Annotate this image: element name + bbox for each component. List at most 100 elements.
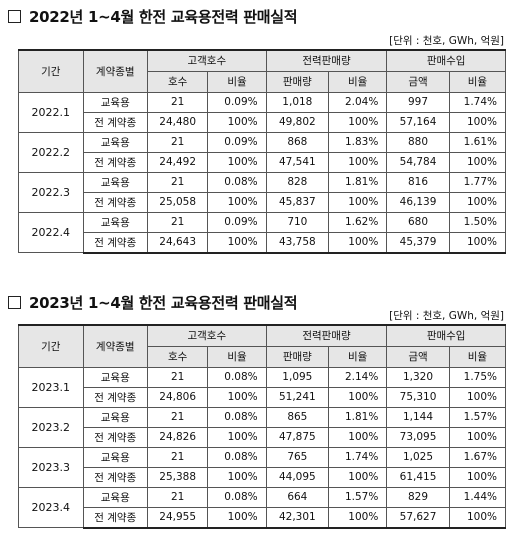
amount-ratio-cell: 100%	[448, 426, 507, 448]
header-customers: 고객호수	[147, 324, 267, 347]
cust-count-cell: 24,492	[146, 151, 209, 173]
amount-ratio-cell: 100%	[448, 191, 507, 213]
cust-ratio-cell: 100%	[207, 386, 267, 408]
period-cell: 2023.3	[18, 446, 84, 488]
subheader-cust-count: 호수	[146, 70, 209, 93]
table-row: 전 계약종 25,058 100% 45,837 100% 46,139 100…	[19, 191, 507, 213]
contract-type-cell: 전 계약종	[82, 231, 148, 254]
table-row: 전 계약종 24,826 100% 47,875 100% 73,095 100…	[19, 426, 507, 448]
cust-count-cell: 21	[146, 211, 209, 233]
header-period: 기간	[18, 324, 84, 368]
cust-ratio-cell: 0.09%	[207, 131, 267, 153]
volume-cell: 865	[265, 406, 330, 428]
contract-type-cell: 전 계약종	[82, 151, 148, 173]
volume-ratio-cell: 1.62%	[328, 211, 388, 233]
header-contract: 계약종별	[82, 49, 148, 93]
cust-count-cell: 21	[146, 131, 209, 153]
volume-ratio-cell: 1.74%	[328, 446, 388, 468]
cust-ratio-cell: 0.08%	[207, 406, 267, 428]
cust-ratio-cell: 100%	[207, 426, 267, 448]
table-row: 2022.2 교육용 21 0.09% 868 1.83% 880 1.61%	[18, 131, 507, 173]
table-row: 2022.1 교육용 21 0.09% 1,018 2.04% 997 1.74…	[18, 91, 507, 133]
volume-cell: 42,301	[265, 506, 330, 529]
period-cell: 2023.2	[18, 406, 84, 448]
section-title-text: 2022년 1~4월 한전 교육용전력 판매실적	[29, 8, 298, 26]
cust-count-cell: 25,388	[146, 466, 209, 488]
amount-cell: 45,379	[386, 231, 450, 254]
subheader-ratio: 비율	[328, 345, 388, 368]
amount-cell: 54,784	[386, 151, 450, 173]
period-cell: 2023.1	[18, 366, 84, 408]
cust-count-cell: 24,955	[146, 506, 209, 529]
contract-type-cell: 교육용	[82, 366, 148, 388]
amount-cell: 61,415	[386, 466, 450, 488]
volume-ratio-cell: 100%	[328, 506, 388, 529]
amount-cell: 829	[386, 486, 450, 508]
contract-type-cell: 교육용	[82, 131, 148, 153]
contract-type-cell: 전 계약종	[82, 191, 148, 213]
amount-cell: 1,025	[386, 446, 450, 468]
contract-type-cell: 전 계약종	[82, 506, 148, 529]
volume-cell: 45,837	[265, 191, 330, 213]
amount-cell: 1,320	[386, 366, 450, 388]
volume-cell: 51,241	[265, 386, 330, 408]
volume-ratio-cell: 1.81%	[328, 406, 388, 428]
volume-cell: 765	[265, 446, 330, 468]
volume-cell: 47,541	[265, 151, 330, 173]
cust-ratio-cell: 100%	[207, 466, 267, 488]
cust-count-cell: 21	[146, 366, 209, 388]
header-period: 기간	[18, 49, 84, 93]
amount-ratio-cell: 1.77%	[448, 171, 507, 193]
amount-ratio-cell: 1.75%	[448, 366, 507, 388]
table-row: 2023.1 교육용 21 0.08% 1,095 2.14% 1,320 1.…	[18, 366, 507, 408]
amount-ratio-cell: 100%	[448, 151, 507, 173]
table-row: 2023.4 교육용 21 0.08% 664 1.57% 829 1.44%	[18, 486, 507, 528]
table-row: 2023.2 교육용 21 0.08% 865 1.81% 1,144 1.57…	[18, 406, 507, 448]
cust-ratio-cell: 0.08%	[207, 446, 267, 468]
contract-type-cell: 전 계약종	[82, 386, 148, 408]
cust-ratio-cell: 100%	[207, 151, 267, 173]
amount-cell: 73,095	[386, 426, 450, 448]
amount-cell: 680	[386, 211, 450, 233]
period-cell: 2022.4	[18, 211, 84, 253]
amount-ratio-cell: 100%	[448, 506, 507, 529]
cust-count-cell: 21	[146, 406, 209, 428]
contract-type-cell: 교육용	[82, 171, 148, 193]
cust-count-cell: 21	[146, 486, 209, 508]
cust-count-cell: 21	[146, 446, 209, 468]
cust-ratio-cell: 0.09%	[207, 211, 267, 233]
subheader-ratio: 비율	[207, 345, 267, 368]
contract-type-cell: 전 계약종	[82, 466, 148, 488]
checkbox-square-icon	[8, 10, 21, 23]
cust-count-cell: 21	[146, 171, 209, 193]
section-title-2023: 2023년 1~4월 한전 교육용전력 판매실적	[8, 292, 298, 313]
table-row: 전 계약종 24,492 100% 47,541 100% 54,784 100…	[19, 151, 507, 173]
volume-cell: 49,802	[265, 111, 330, 133]
amount-ratio-cell: 100%	[448, 111, 507, 133]
header-sales-volume: 전력판매량	[265, 49, 388, 72]
table-row: 전 계약종 24,955 100% 42,301 100% 57,627 100…	[19, 506, 507, 529]
section-title-2022: 2022년 1~4월 한전 교육용전력 판매실적	[8, 6, 298, 27]
volume-ratio-cell: 100%	[328, 426, 388, 448]
period-cell: 2023.4	[18, 486, 84, 528]
header-revenue: 판매수입	[386, 49, 506, 72]
unit-note-2023: [단위 : 천호, GWh, 억원]	[389, 310, 504, 322]
period-cell: 2022.2	[18, 131, 84, 173]
amount-ratio-cell: 1.44%	[448, 486, 507, 508]
volume-ratio-cell: 100%	[328, 151, 388, 173]
amount-ratio-cell: 1.61%	[448, 131, 507, 153]
amount-ratio-cell: 1.74%	[448, 91, 507, 113]
volume-ratio-cell: 100%	[328, 111, 388, 133]
subheader-cust-count: 호수	[146, 345, 209, 368]
sales-table-2023: 기간 계약종별 고객호수 전력판매량 판매수입 호수 비율 판매량 비율 금액 …	[18, 324, 507, 529]
amount-cell: 57,164	[386, 111, 450, 133]
volume-ratio-cell: 100%	[328, 466, 388, 488]
cust-ratio-cell: 100%	[207, 191, 267, 213]
table-row: 전 계약종 25,388 100% 44,095 100% 61,415 100…	[19, 466, 507, 488]
cust-count-cell: 25,058	[146, 191, 209, 213]
subheader-amount: 금액	[386, 345, 450, 368]
amount-ratio-cell: 1.50%	[448, 211, 507, 233]
amount-cell: 880	[386, 131, 450, 153]
volume-ratio-cell: 100%	[328, 231, 388, 254]
amount-ratio-cell: 100%	[448, 466, 507, 488]
